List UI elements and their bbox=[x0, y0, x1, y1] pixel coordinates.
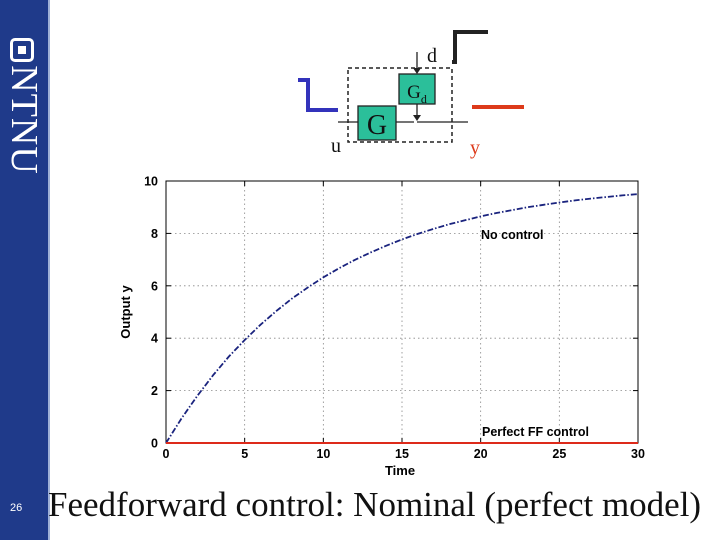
x-axis-label: Time bbox=[385, 463, 415, 478]
x-tick-label: 0 bbox=[163, 447, 170, 461]
y-tick-label: 4 bbox=[151, 332, 158, 346]
x-tick-label: 15 bbox=[395, 447, 409, 461]
x-tick-label: 5 bbox=[241, 447, 248, 461]
series-label-perfect-ff: Perfect FF control bbox=[482, 425, 589, 439]
process-block-g bbox=[357, 105, 397, 141]
slide-graphics: G Gd d u y 0 5 10 15 20 25 30 0 2 4 6 8 10 No contro… bbox=[118, 30, 645, 479]
y-tick-label: 2 bbox=[151, 384, 158, 398]
y-tick-label: 10 bbox=[144, 175, 158, 189]
y-axis-label: Output y bbox=[118, 285, 133, 339]
y-tick-label: 6 bbox=[151, 279, 158, 293]
summing-arrowhead-icon bbox=[413, 115, 421, 121]
sidebar: NTNU 26 bbox=[0, 0, 48, 540]
process-block-label: G bbox=[367, 110, 387, 141]
x-tick-label: 10 bbox=[316, 447, 330, 461]
disturbance-block-gd bbox=[398, 73, 436, 105]
axis-ticks: 0 5 10 15 20 25 30 0 2 4 6 8 10 bbox=[144, 175, 645, 462]
x-tick-label: 20 bbox=[474, 447, 488, 461]
disturbance-block-label: Gd bbox=[407, 82, 427, 106]
x-tick-label: 25 bbox=[552, 447, 566, 461]
input-step-signal bbox=[298, 78, 338, 112]
chart-grid bbox=[165, 180, 639, 444]
output-label: y bbox=[470, 137, 480, 159]
y-tick-label: 0 bbox=[151, 437, 158, 451]
x-tick-label: 30 bbox=[631, 447, 645, 461]
block-diagram: G Gd d u y bbox=[298, 30, 524, 159]
plant-dashed-boundary bbox=[347, 67, 453, 143]
y-tick-label: 8 bbox=[151, 227, 158, 241]
slide-number: 26 bbox=[10, 502, 23, 514]
input-label: u bbox=[331, 135, 341, 157]
disturbance-step-signal bbox=[452, 30, 488, 64]
series-layer bbox=[165, 193, 639, 444]
sidebar-edge bbox=[48, 0, 50, 540]
slide-title: Feedforward control: Nominal (perfect mo… bbox=[48, 485, 702, 524]
ntnu-logo-icon bbox=[10, 38, 34, 62]
series-line-no-control bbox=[165, 193, 639, 444]
step-response-chart: 0 5 10 15 20 25 30 0 2 4 6 8 10 No control Perfect F… bbox=[118, 175, 645, 479]
series-label-no-control: No control bbox=[481, 228, 544, 242]
disturbance-arrowhead-icon bbox=[413, 68, 421, 74]
disturbance-label: d bbox=[427, 45, 437, 67]
